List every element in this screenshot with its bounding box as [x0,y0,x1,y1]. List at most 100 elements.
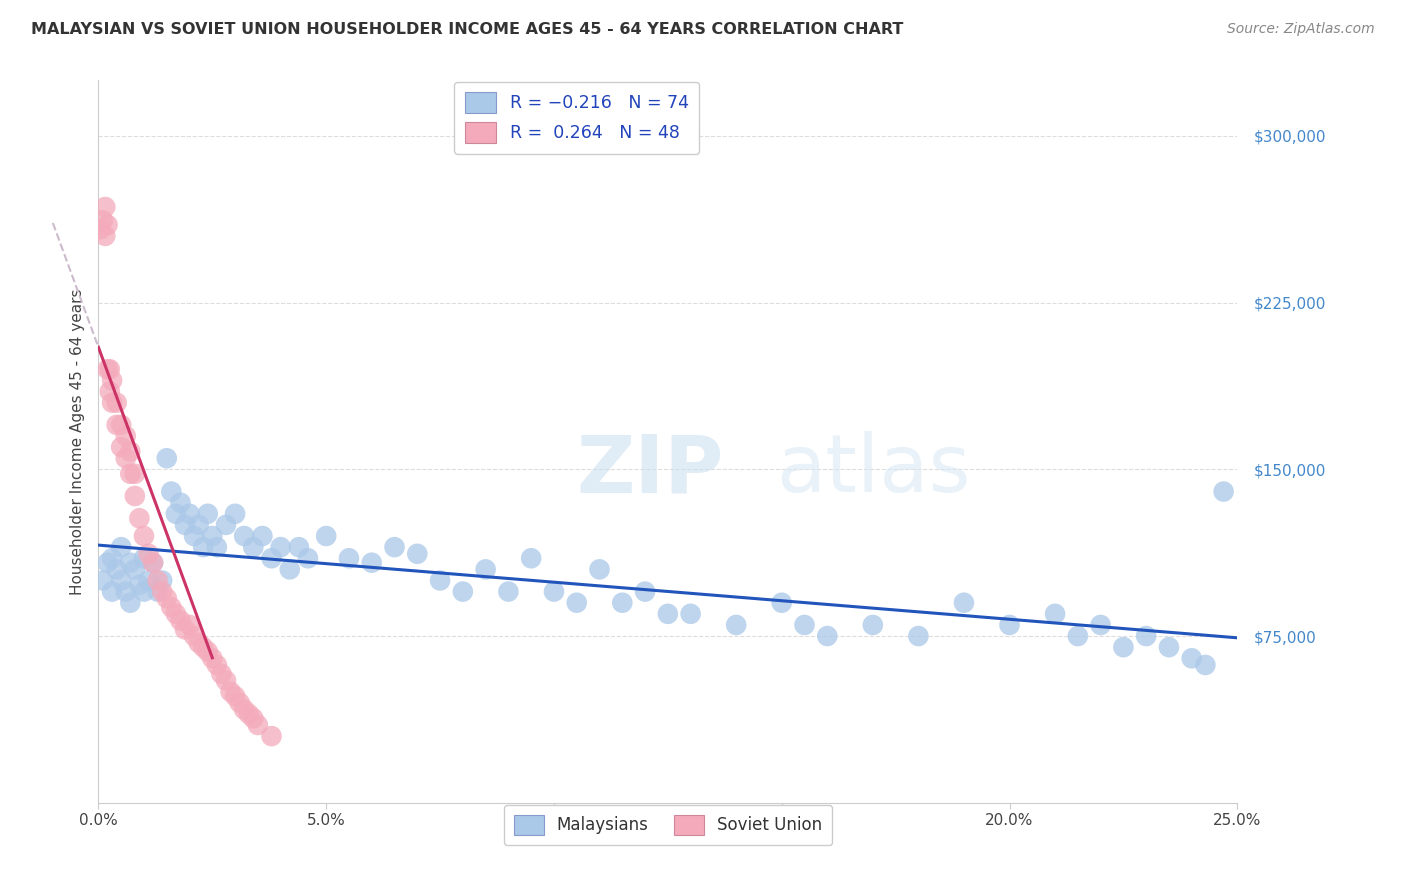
Point [156,591,179,606]
Point [1112,640,1135,655]
Point [98,362,121,376]
Point [612,596,634,610]
Point [429,574,451,588]
Point [96,362,118,376]
Point [998,618,1021,632]
Point [657,607,679,621]
Point [105,562,128,576]
Point [138,547,160,561]
Point [260,729,283,743]
Point [278,562,301,576]
Point [120,556,142,570]
Point [174,623,197,637]
Point [101,551,124,566]
Point [150,574,173,588]
Point [406,547,429,561]
Point [953,596,976,610]
Point [197,645,219,659]
Point [124,489,146,503]
Point [124,562,146,576]
Point [1157,640,1180,655]
Point [101,395,124,409]
Text: MALAYSIAN VS SOVIET UNION HOUSEHOLDER INCOME AGES 45 - 64 YEARS CORRELATION CHAR: MALAYSIAN VS SOVIET UNION HOUSEHOLDER IN… [31,22,903,37]
Point [174,517,197,532]
Point [233,529,256,543]
Point [132,529,155,543]
Point [201,651,224,665]
Point [242,540,264,554]
Point [815,629,838,643]
Point [120,596,142,610]
Point [1135,629,1157,643]
Point [205,540,228,554]
Point [183,629,205,643]
Point [260,551,283,566]
Point [209,666,232,681]
Point [224,689,246,703]
Point [1181,651,1204,665]
Point [105,417,128,432]
Point [228,696,250,710]
Point [128,578,150,592]
Point [110,540,132,554]
Text: Source: ZipAtlas.com: Source: ZipAtlas.com [1227,22,1375,37]
Point [165,507,187,521]
Point [169,614,191,628]
Point [862,618,884,632]
Point [565,596,588,610]
Point [150,584,173,599]
Point [146,584,169,599]
Point [238,706,260,721]
Point [520,551,543,566]
Point [242,711,264,725]
Point [252,529,274,543]
Point [360,556,382,570]
Point [179,618,201,632]
Point [179,507,201,521]
Point [543,584,565,599]
Point [187,517,209,532]
Point [142,556,165,570]
Point [142,556,165,570]
Point [120,444,142,458]
Point [725,618,748,632]
Point [588,562,610,576]
Point [1194,657,1216,672]
Point [110,417,132,432]
Point [793,618,815,632]
Point [120,467,142,481]
Point [132,584,155,599]
Point [634,584,657,599]
Point [160,600,183,615]
Point [205,657,228,672]
Point [193,640,215,655]
Point [165,607,187,621]
Point [233,702,256,716]
Point [124,467,146,481]
Point [246,718,269,732]
Point [105,395,128,409]
Point [451,584,474,599]
Point [94,200,117,214]
Point [90,222,112,236]
Point [101,373,124,387]
Point [146,574,169,588]
Point [156,451,179,466]
Point [1090,618,1112,632]
Text: atlas: atlas [776,432,970,509]
Point [96,556,118,570]
Point [114,584,136,599]
Point [183,529,205,543]
Point [114,451,136,466]
Point [215,517,238,532]
Point [384,540,406,554]
Point [224,507,246,521]
Point [270,540,292,554]
Point [770,596,793,610]
Point [474,562,496,576]
Point [1043,607,1066,621]
Point [169,496,191,510]
Point [315,529,337,543]
Point [907,629,929,643]
Point [1212,484,1234,499]
